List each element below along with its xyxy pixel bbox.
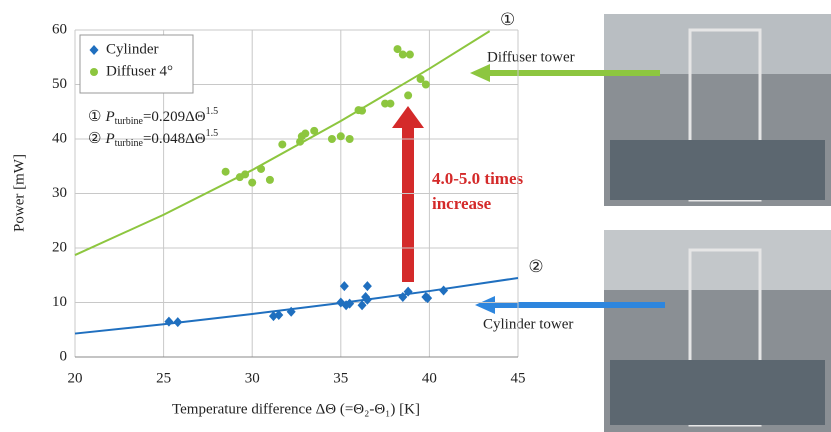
x-tick-label: 45 — [511, 370, 526, 386]
x-tick-label: 25 — [156, 370, 171, 386]
x-tick-label: 40 — [422, 370, 437, 386]
point — [398, 50, 407, 59]
formula-expression: =0.048ΔΘ — [143, 131, 206, 147]
point — [336, 132, 345, 141]
photo-ceiling — [604, 230, 831, 290]
formula-symbol: P — [104, 109, 114, 125]
formula-label: ② — [88, 131, 101, 147]
y-tick-label: 20 — [52, 239, 67, 255]
y-tick-label: 30 — [52, 185, 67, 201]
formula-symbol: P — [104, 131, 114, 147]
point — [404, 91, 413, 100]
legend-marker — [89, 45, 99, 55]
legend-label: Cylinder — [106, 41, 159, 57]
curve-label: ① — [500, 10, 515, 29]
point — [345, 135, 354, 143]
fit-line — [74, 30, 491, 256]
x-tick-label: 20 — [68, 370, 83, 386]
point — [405, 50, 414, 59]
y-tick-label: 50 — [52, 76, 67, 92]
formula-expression: =0.209ΔΘ — [143, 109, 206, 125]
point — [393, 45, 402, 54]
y-tick-label: 40 — [52, 130, 67, 146]
point — [439, 285, 449, 296]
formula: ② Pturbine=0.048ΔΘ1.5 — [88, 128, 218, 149]
point — [265, 175, 274, 184]
x-tick-label: 30 — [245, 370, 260, 386]
annotation: 4.0-5.0 times — [432, 169, 524, 188]
point — [164, 316, 174, 327]
point — [248, 178, 257, 187]
y-tick-label: 60 — [52, 21, 67, 37]
fit-line — [74, 276, 519, 335]
formula-exponent: 1.5 — [206, 128, 219, 139]
x-axis-title: Temperature difference ΔΘ (=Θ₂-Θ₁) [K] — [172, 401, 420, 417]
point — [386, 99, 395, 108]
point — [421, 80, 430, 89]
point — [301, 129, 310, 138]
point — [221, 167, 230, 176]
photo-ceiling — [604, 14, 831, 74]
point — [423, 293, 433, 304]
photo-label: Diffuser tower — [487, 49, 575, 65]
photo-floor — [610, 360, 825, 425]
point — [357, 300, 367, 311]
photo-floor — [610, 140, 825, 200]
point — [416, 75, 425, 84]
y-axis-title: Power [mW] — [11, 154, 27, 232]
formula-label: ① — [88, 109, 101, 125]
legend-label: Diffuser 4° — [106, 63, 173, 79]
point — [278, 140, 287, 149]
formula-subscript: turbine — [115, 116, 144, 127]
point — [339, 281, 349, 292]
annotation: increase — [432, 194, 492, 213]
legend-marker — [90, 68, 98, 76]
point — [362, 281, 372, 292]
x-tick-label: 35 — [333, 370, 348, 386]
formula: ① Pturbine=0.209ΔΘ1.5 — [88, 106, 218, 127]
point — [327, 135, 336, 143]
formula-exponent: 1.5 — [206, 106, 219, 117]
curve-label: ② — [528, 257, 543, 276]
arrow — [475, 296, 665, 314]
point — [310, 126, 319, 135]
y-tick-label: 0 — [60, 348, 68, 364]
legend-box — [79, 34, 194, 94]
y-tick-label: 10 — [52, 294, 67, 310]
photo-label: Cylinder tower — [483, 316, 573, 332]
point — [274, 310, 284, 321]
formula-subscript: turbine — [115, 138, 144, 149]
arrow — [470, 64, 660, 82]
